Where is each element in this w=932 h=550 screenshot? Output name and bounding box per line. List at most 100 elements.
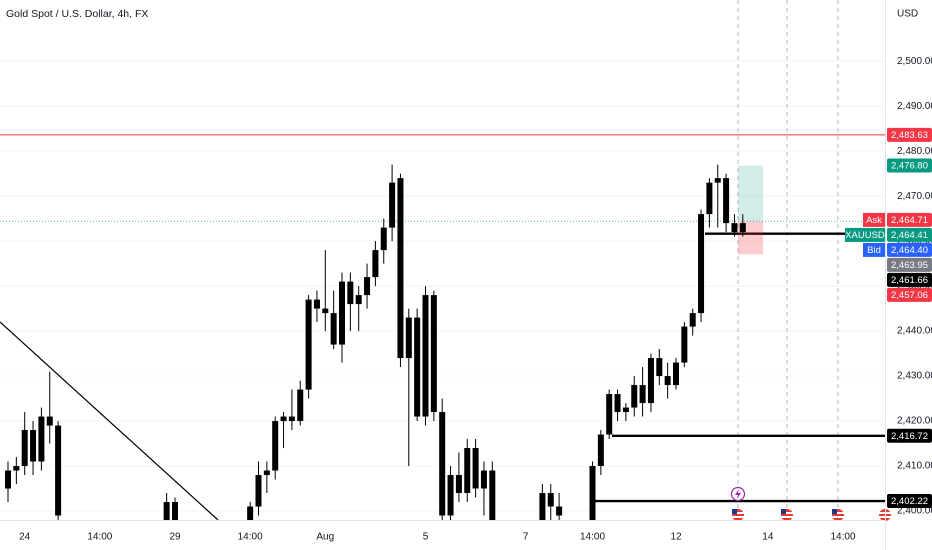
candle-body: [597, 434, 604, 467]
candle-body: [339, 281, 345, 345]
candle-body: [372, 250, 379, 278]
price-badge: [887, 158, 932, 173]
y-tick-label: 2,420.00: [897, 416, 932, 427]
candle-body: [38, 416, 45, 462]
candle-body: [589, 466, 596, 520]
x-tick-label: Aug: [316, 532, 334, 543]
candle-body: [55, 425, 62, 516]
x-tick-label: 14:00: [580, 532, 605, 543]
price-badge: [887, 494, 932, 509]
price-badge-label: 2,402.22: [891, 496, 928, 507]
candle-body: [689, 313, 696, 327]
candle-body: [272, 421, 279, 471]
candle-body: [263, 470, 270, 476]
candles: [0, 134, 885, 520]
x-tick-label: 14:00: [830, 532, 855, 543]
x-tick-label: 29: [169, 532, 181, 543]
candle-body: [489, 470, 496, 520]
x-tick-label: 14:00: [87, 532, 112, 543]
candle-body: [439, 412, 446, 516]
candle-body: [5, 470, 11, 489]
candle-body: [464, 448, 471, 494]
candle-body: [673, 362, 679, 386]
candle-body: [389, 182, 396, 228]
event-icon-glyph: [735, 489, 741, 499]
price-badge-label: 2,461.66: [891, 275, 928, 286]
x-tick-label: 5: [423, 532, 429, 543]
chart-title: Gold Spot / U.S. Dollar, 4h, FX: [6, 8, 148, 20]
candle-body: [322, 308, 329, 314]
flag-icon[interactable]: [831, 508, 845, 522]
y-tick-label: 2,490.00: [897, 101, 932, 112]
price-badge-label: 2,416.72: [891, 431, 928, 442]
candle-body: [455, 475, 462, 494]
currency-label[interactable]: USD: [897, 9, 918, 20]
candle-body: [447, 475, 454, 516]
candle-body: [355, 295, 362, 305]
candle-body: [430, 295, 437, 413]
candle-body: [606, 394, 613, 435]
y-tick-label: 2,430.00: [897, 371, 932, 382]
candle-body: [539, 493, 546, 520]
price-badge-label: 2,464.40: [891, 245, 928, 256]
price-badge: [887, 272, 932, 287]
x-tick-label: 14:00: [238, 532, 263, 543]
candle-body: [714, 178, 721, 183]
y-tick-label: 2,480.00: [897, 146, 932, 157]
price-badge: [887, 212, 932, 227]
flag-icon[interactable]: [731, 508, 745, 522]
candle-body: [405, 317, 412, 359]
candle-body: [297, 389, 304, 422]
price-badge-label: 2,483.63: [891, 130, 928, 141]
x-tick-label: 24: [19, 532, 31, 543]
trend-line: [0, 321, 219, 520]
price-badge: [887, 428, 932, 443]
candle-body: [647, 358, 654, 404]
candle-body: [622, 407, 629, 413]
price-badge-name-bg: [863, 242, 885, 257]
price-badge-name: XAUUSD: [845, 230, 885, 241]
candle-body: [656, 358, 663, 377]
candle-body: [46, 416, 53, 426]
candle-body: [330, 313, 337, 345]
y-tick-label: 2,400.00: [897, 506, 932, 517]
candle-body: [614, 394, 621, 413]
price-badge: [887, 257, 932, 272]
event-icons: [730, 486, 892, 522]
candle-body: [681, 326, 688, 363]
candle-body: [480, 470, 487, 489]
y-tick-label: 2,440.00: [897, 326, 932, 337]
candle-body: [30, 430, 37, 462]
candle-body: [414, 317, 421, 417]
x-tick-label: 7: [523, 532, 529, 543]
candle-body: [639, 385, 646, 404]
candle-body: [731, 223, 738, 233]
candle-body: [172, 502, 178, 520]
candle-body: [288, 416, 295, 422]
price-badge-label: 2,463.95: [891, 260, 928, 271]
candle-body: [556, 506, 563, 516]
candle-body: [723, 178, 730, 224]
price-badge-label: 2,476.80: [891, 161, 928, 172]
candle-body: [698, 214, 705, 314]
candle-body: [163, 502, 170, 520]
candle-body: [247, 506, 254, 520]
candle-body: [472, 448, 479, 489]
flag-icon[interactable]: [780, 508, 794, 522]
price-badge-name-bg: [845, 227, 885, 242]
candle-body: [347, 281, 354, 305]
price-badge-label: 2,457.06: [891, 290, 928, 301]
candle-body: [280, 416, 287, 422]
price-badge: [887, 287, 932, 302]
price-badge: [887, 227, 932, 242]
candle-body: [21, 430, 28, 467]
candle-body: [631, 385, 638, 408]
x-tick-label: 12: [670, 532, 682, 543]
position-target-zone: [738, 165, 763, 222]
candle-body: [255, 475, 262, 507]
candle-body: [305, 299, 312, 390]
price-badges: 2,483.63 2,476.80 2,464.71 Ask 2,464.41 XAUUS…: [845, 127, 932, 509]
price-badge: [887, 127, 932, 142]
x-tick-label: 14: [762, 532, 774, 543]
